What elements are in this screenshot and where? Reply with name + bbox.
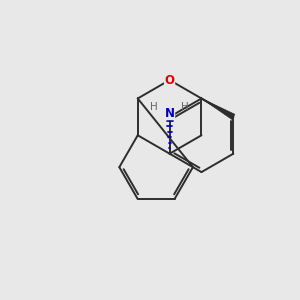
Text: N: N [165, 106, 175, 120]
Text: H: H [181, 102, 189, 112]
Text: H: H [150, 102, 158, 112]
Text: O: O [165, 74, 175, 87]
Polygon shape [202, 98, 235, 119]
